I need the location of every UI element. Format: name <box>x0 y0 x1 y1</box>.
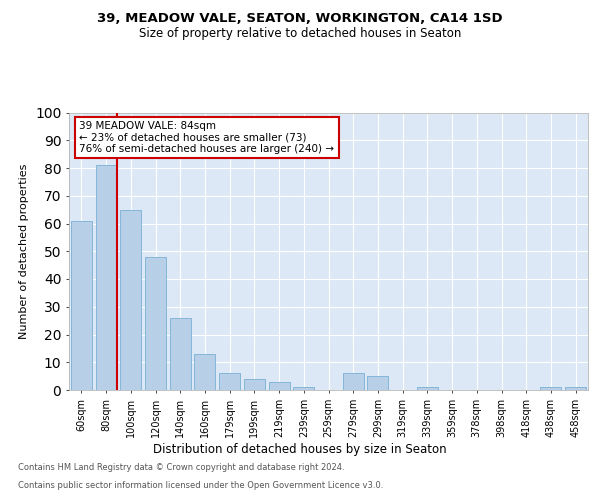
Bar <box>417 387 438 390</box>
Bar <box>367 376 388 390</box>
Bar <box>71 220 92 390</box>
Text: Distribution of detached houses by size in Seaton: Distribution of detached houses by size … <box>153 442 447 456</box>
Bar <box>565 387 586 390</box>
Text: 39, MEADOW VALE, SEATON, WORKINGTON, CA14 1SD: 39, MEADOW VALE, SEATON, WORKINGTON, CA1… <box>97 12 503 26</box>
Bar <box>120 210 141 390</box>
Bar <box>95 165 116 390</box>
Bar <box>244 379 265 390</box>
Bar <box>145 257 166 390</box>
Bar <box>541 387 562 390</box>
Bar <box>194 354 215 390</box>
Text: 39 MEADOW VALE: 84sqm
← 23% of detached houses are smaller (73)
76% of semi-deta: 39 MEADOW VALE: 84sqm ← 23% of detached … <box>79 121 334 154</box>
Y-axis label: Number of detached properties: Number of detached properties <box>19 164 29 339</box>
Bar <box>343 374 364 390</box>
Text: Contains HM Land Registry data © Crown copyright and database right 2024.: Contains HM Land Registry data © Crown c… <box>18 464 344 472</box>
Text: Size of property relative to detached houses in Seaton: Size of property relative to detached ho… <box>139 28 461 40</box>
Text: Contains public sector information licensed under the Open Government Licence v3: Contains public sector information licen… <box>18 481 383 490</box>
Bar <box>269 382 290 390</box>
Bar <box>219 374 240 390</box>
Bar <box>170 318 191 390</box>
Bar <box>293 387 314 390</box>
